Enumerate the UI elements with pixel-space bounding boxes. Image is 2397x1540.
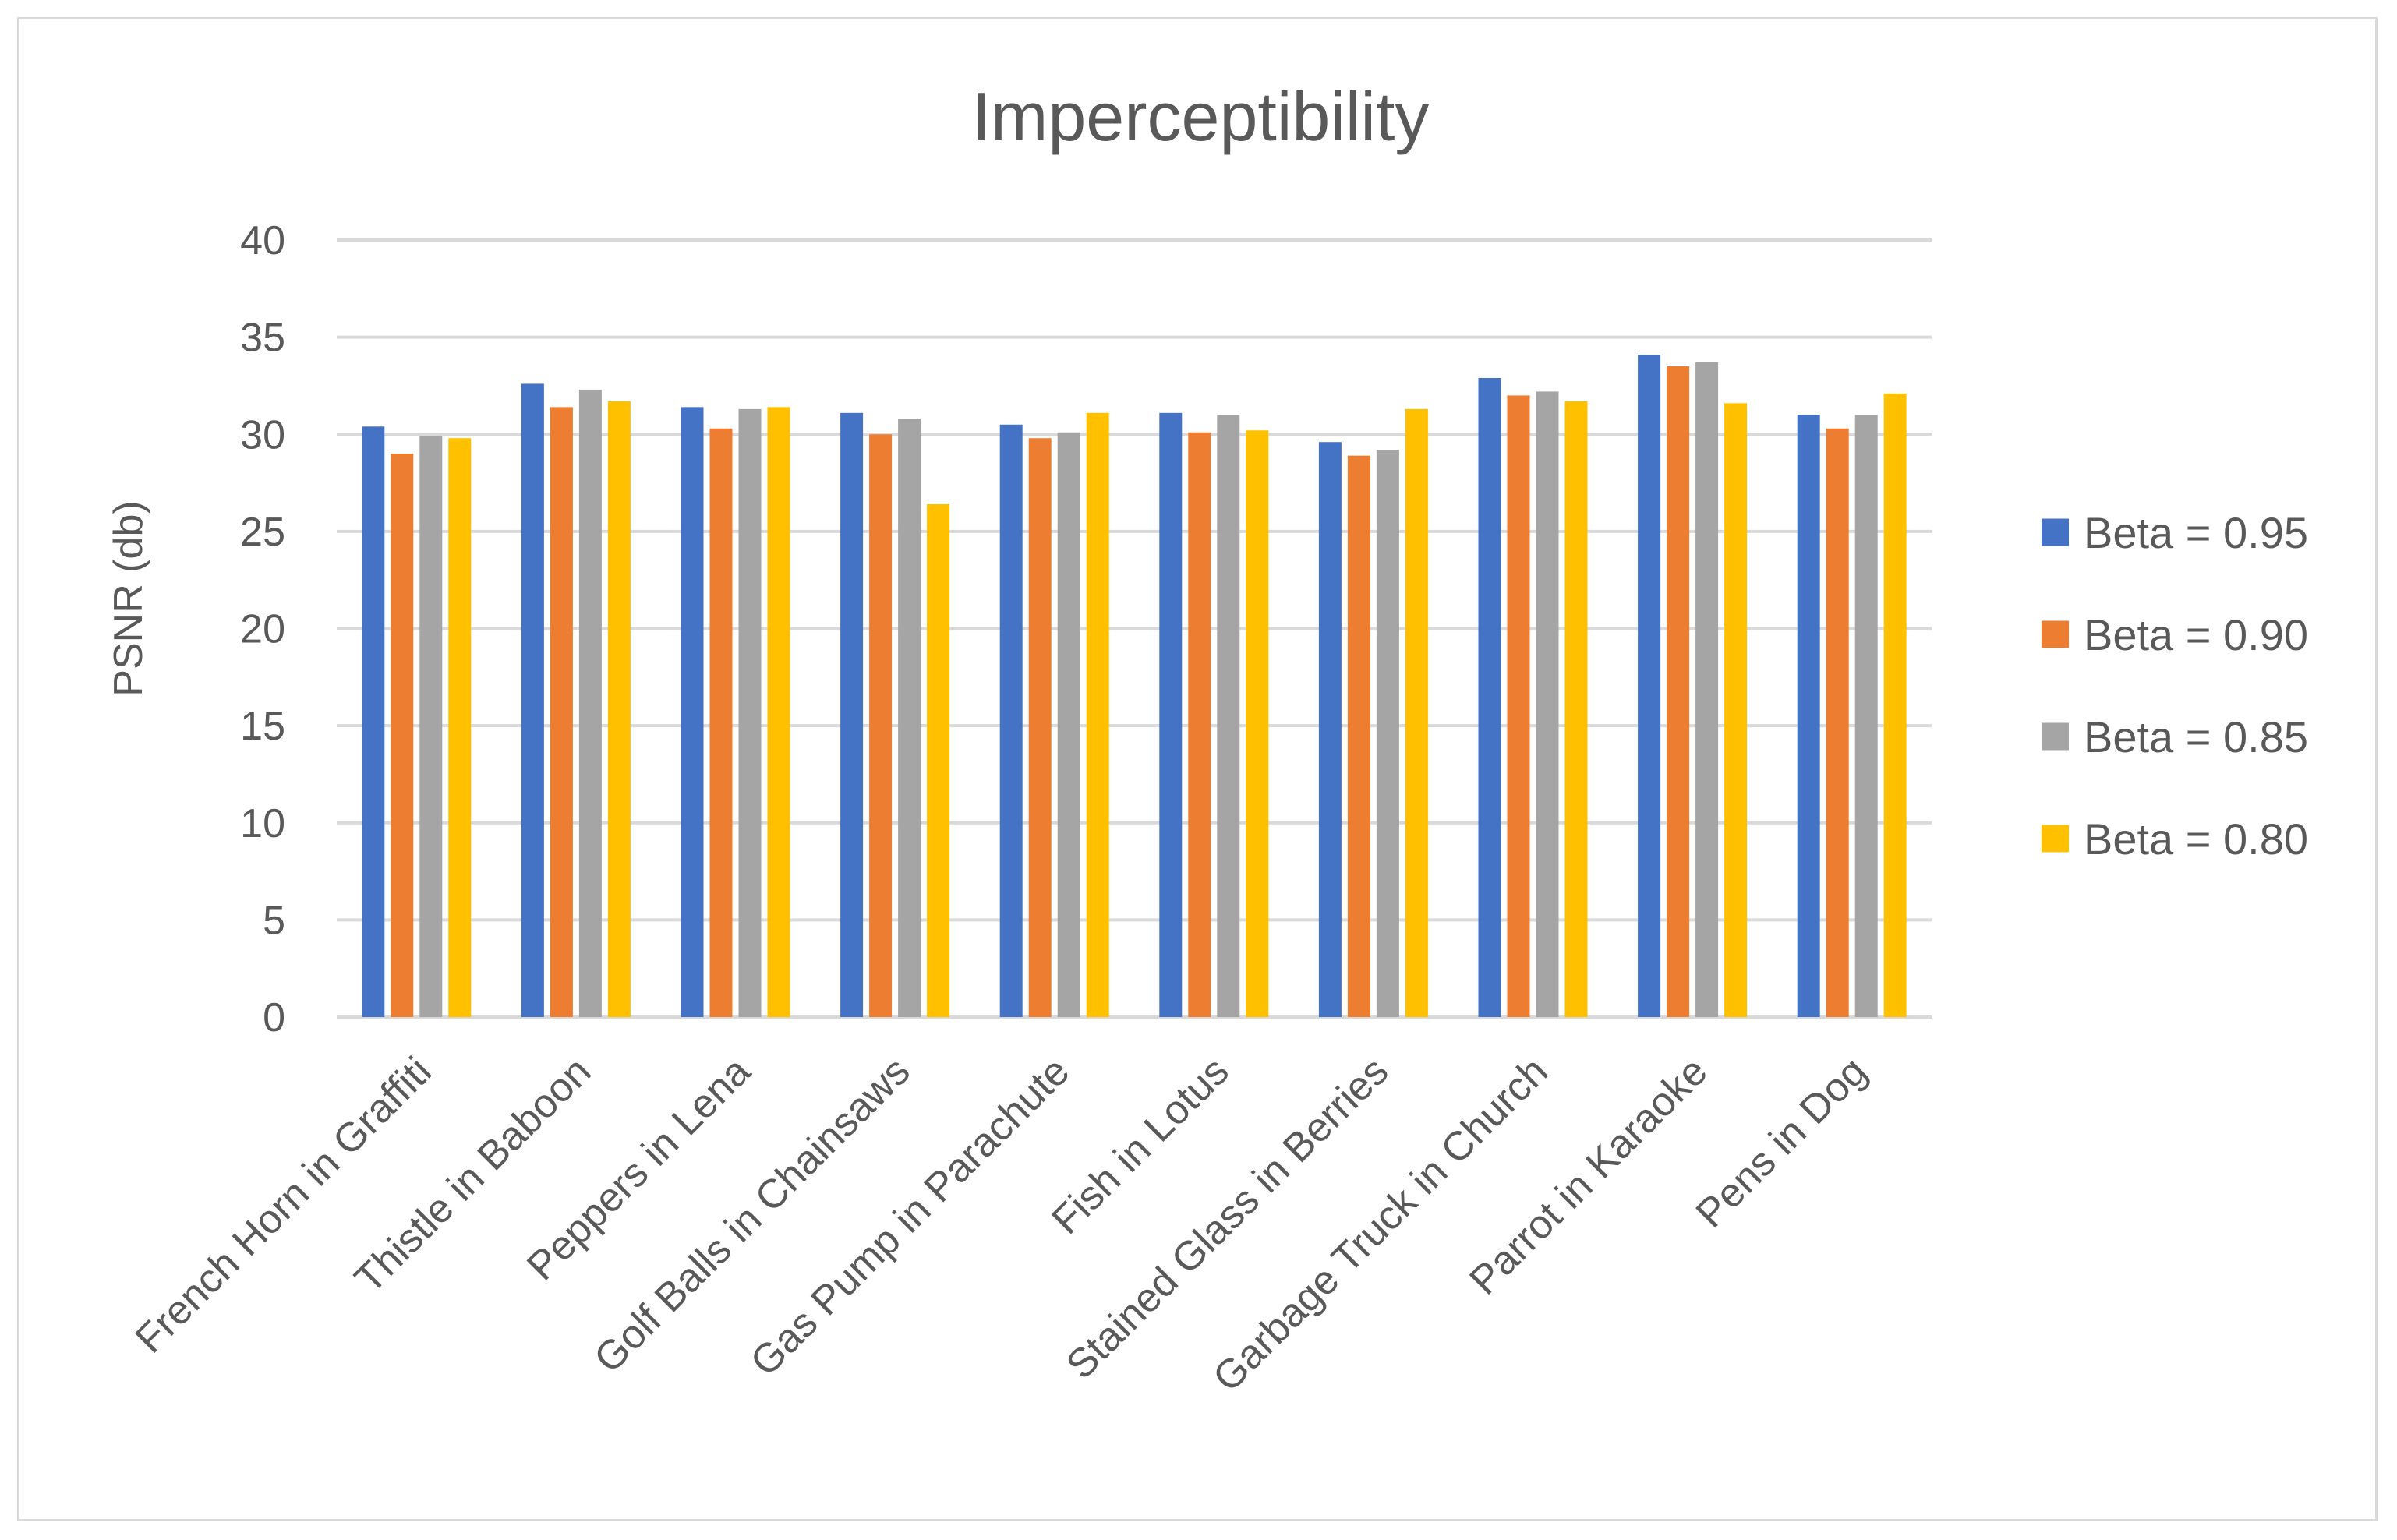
legend-swatch: [2042, 518, 2069, 546]
legend-label: Beta = 0.95: [2084, 508, 2308, 557]
x-category-label: Stained Glass in Berries: [1058, 1048, 1397, 1387]
chart-title: Imperceptibility: [972, 78, 1430, 155]
bar: [927, 503, 950, 1017]
bar: [1826, 428, 1849, 1017]
bar: [1536, 391, 1559, 1017]
y-tick-label: 30: [240, 412, 285, 457]
bar: [1695, 362, 1719, 1018]
bar: [419, 436, 443, 1017]
bar: [1086, 412, 1109, 1017]
bar: [1376, 450, 1399, 1017]
bar: [1217, 415, 1240, 1017]
bar: [1318, 442, 1342, 1017]
bar: [738, 408, 762, 1017]
bar: [1724, 403, 1748, 1017]
bar: [1564, 401, 1588, 1017]
bar: [1188, 432, 1211, 1017]
bar: [1797, 415, 1820, 1017]
bar: [1159, 412, 1183, 1017]
x-category-label: Gas Pump in Parachute: [742, 1048, 1078, 1384]
x-category-label: Pens in Dog: [1688, 1048, 1876, 1236]
y-tick-label: 25: [240, 510, 285, 555]
bar: [550, 407, 573, 1017]
y-tick-label: 35: [240, 316, 285, 361]
x-category-label: French Horn in Graffiti: [127, 1048, 440, 1362]
legend-swatch: [2042, 620, 2069, 648]
bar: [1405, 408, 1428, 1017]
y-tick-label: 5: [263, 898, 285, 943]
bar: [1638, 355, 1661, 1017]
y-axis-title: PSNR (db): [106, 500, 151, 696]
bar: [869, 434, 893, 1017]
bar: [362, 426, 385, 1017]
y-tick-label: 15: [240, 704, 285, 749]
x-category-label: Garbage Truck in Church: [1204, 1048, 1557, 1400]
bar: [1057, 432, 1080, 1017]
bar: [1478, 377, 1501, 1017]
y-axis-ticks: 0 5 10 15 20 25 30 35 40: [240, 218, 285, 1040]
bar: [607, 401, 631, 1017]
y-tick-label: 10: [240, 801, 285, 846]
bar: [521, 383, 544, 1017]
y-tick-label: 0: [263, 995, 285, 1040]
y-tick-label: 40: [240, 218, 285, 263]
bar: [1507, 395, 1530, 1017]
bar: [767, 407, 790, 1017]
bar: [1854, 415, 1878, 1017]
legend-label: Beta = 0.80: [2084, 814, 2308, 864]
bar: [1667, 366, 1690, 1017]
bars: [362, 355, 1907, 1018]
bar: [578, 389, 602, 1017]
bar: [1347, 455, 1370, 1017]
legend-label: Beta = 0.85: [2084, 712, 2308, 761]
bar: [1028, 438, 1052, 1017]
bar: [391, 454, 414, 1017]
legend: Beta = 0.95 Beta = 0.90 Beta = 0.85 Beta = …: [2042, 508, 2308, 864]
bar: [1883, 393, 1907, 1018]
x-category-label: Golf Balls in Chainsaws: [585, 1048, 918, 1381]
gridlines: [337, 238, 1932, 1019]
legend-swatch: [2042, 722, 2069, 751]
bar: [681, 407, 704, 1017]
y-tick-label: 20: [240, 607, 285, 652]
bar: [1246, 430, 1269, 1017]
bar: [448, 438, 472, 1017]
legend-label: Beta = 0.90: [2084, 610, 2308, 659]
bar: [709, 428, 733, 1017]
bar: [898, 419, 921, 1017]
bar: [999, 424, 1023, 1017]
legend-swatch: [2042, 825, 2069, 853]
bar: [840, 412, 864, 1017]
